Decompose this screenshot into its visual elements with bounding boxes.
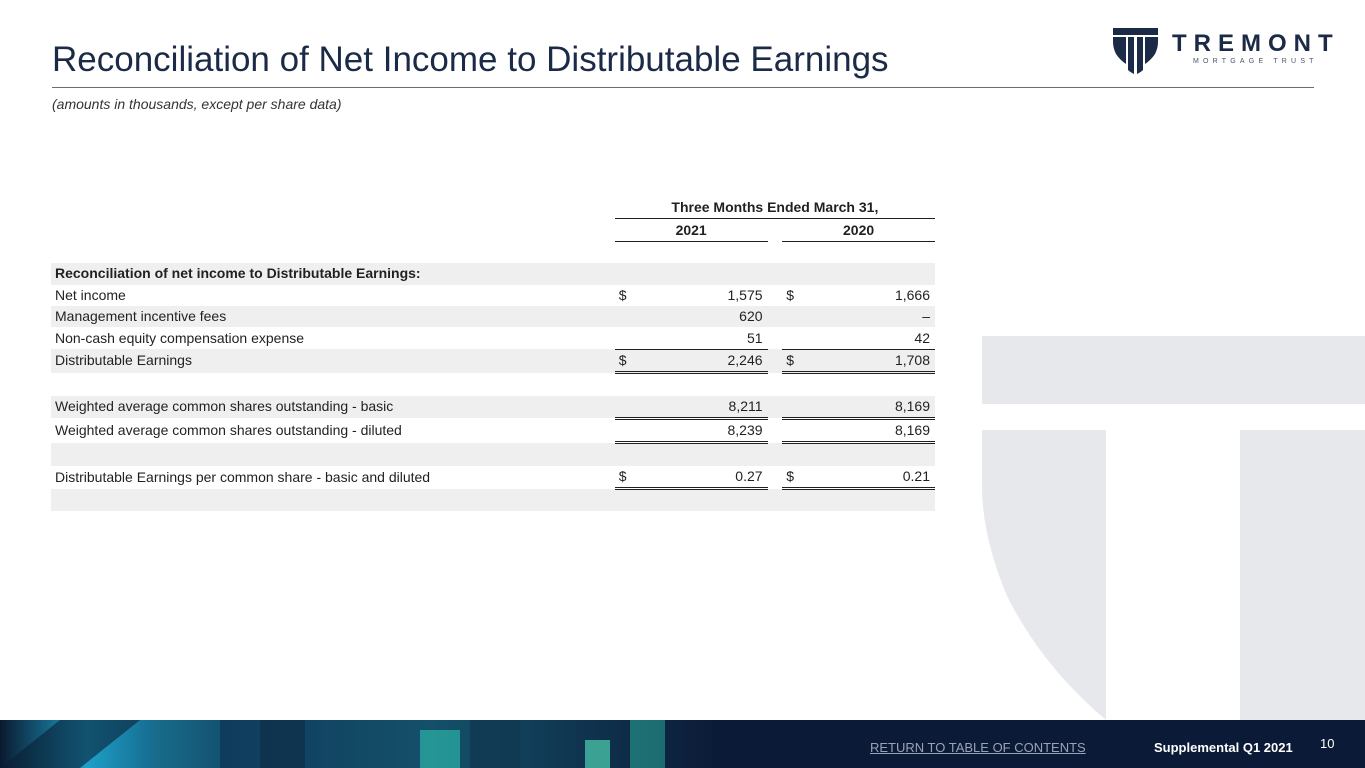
table-period-header-row: Three Months Ended March 31, <box>51 197 935 220</box>
value-2021: 51 <box>638 327 768 350</box>
currency-symbol: $ <box>782 349 806 375</box>
table-row: Distributable Earnings per common share … <box>51 465 935 491</box>
report-name: Supplemental Q1 2021 <box>1154 740 1293 755</box>
year-header-2020: 2020 <box>782 218 935 242</box>
footer-graphic <box>0 720 720 768</box>
table-section-row: Reconciliation of net income to Distribu… <box>51 263 935 285</box>
row-label: Net income <box>55 286 126 303</box>
value-2020: 1,708 <box>805 349 935 375</box>
row-label: Non-cash equity compensation expense <box>55 329 305 346</box>
value-2021: 0.27 <box>638 465 768 491</box>
return-to-contents-link[interactable]: RETURN TO TABLE OF CONTENTS <box>870 740 1086 755</box>
table-row: Weighted average common shares outstandi… <box>51 395 935 420</box>
row-label: Distributable Earnings per common share … <box>55 468 431 485</box>
value-2021: 1,575 <box>727 286 763 303</box>
footer-bar: RETURN TO TABLE OF CONTENTS Supplemental… <box>0 720 1365 768</box>
currency-symbol: $ <box>614 465 639 491</box>
table-spacer-row <box>51 373 935 396</box>
page-number: 10 <box>1320 736 1335 751</box>
table-spacer-row <box>51 241 935 263</box>
value-2020: 8,169 <box>805 395 935 420</box>
value-2021: 8,239 <box>638 418 768 445</box>
value-2021: 8,211 <box>638 395 768 420</box>
table-row: Weighted average common shares outstandi… <box>51 418 935 445</box>
table-spacer-row <box>51 488 935 512</box>
row-label: Weighted average common shares outstandi… <box>55 422 402 439</box>
year-header-2021: 2021 <box>614 218 768 242</box>
table-year-header-row: 2021 2020 <box>51 218 935 242</box>
row-label: Management incentive fees <box>51 305 615 328</box>
value-2020: 42 <box>805 327 935 350</box>
table-row: Distributable Earnings $ 2,246 $ 1,708 <box>51 349 935 375</box>
table-row: Management incentive fees 620 – <box>51 305 935 328</box>
table-row: Net income $ 1,575 $ 1,666 <box>51 285 935 306</box>
currency-symbol: $ <box>786 286 794 303</box>
period-header: Three Months Ended March 31, <box>614 197 935 220</box>
row-label: Distributable Earnings <box>51 349 615 373</box>
value-2020: 8,169 <box>805 418 935 445</box>
table-row: Non-cash equity compensation expense 51 … <box>51 327 935 350</box>
currency-symbol: $ <box>618 286 627 303</box>
reconciliation-table: Three Months Ended March 31, 2021 2020 R… <box>51 197 935 512</box>
logo-mark-icon <box>1113 28 1158 74</box>
table-spacer-row <box>51 442 935 466</box>
value-2021: 2,246 <box>638 349 768 375</box>
currency-symbol: $ <box>614 349 639 375</box>
page-subtitle: (amounts in thousands, except per share … <box>52 96 342 112</box>
page-title: Reconciliation of Net Income to Distribu… <box>52 40 889 79</box>
value-2021: 620 <box>638 305 768 328</box>
logo-wordmark: TREMONT <box>1172 30 1340 57</box>
watermark-logo-icon <box>982 336 1365 720</box>
value-2020: – <box>805 305 935 328</box>
value-2020: 0.21 <box>805 465 935 491</box>
row-label: Weighted average common shares outstandi… <box>51 395 615 419</box>
section-header: Reconciliation of net income to Distribu… <box>51 263 615 285</box>
currency-symbol: $ <box>782 465 806 491</box>
company-logo: TREMONT MORTGAGE TRUST <box>1112 26 1333 76</box>
title-divider <box>52 87 1314 88</box>
value-2020: 1,666 <box>894 286 930 303</box>
logo-tagline: MORTGAGE TRUST <box>1193 58 1318 65</box>
